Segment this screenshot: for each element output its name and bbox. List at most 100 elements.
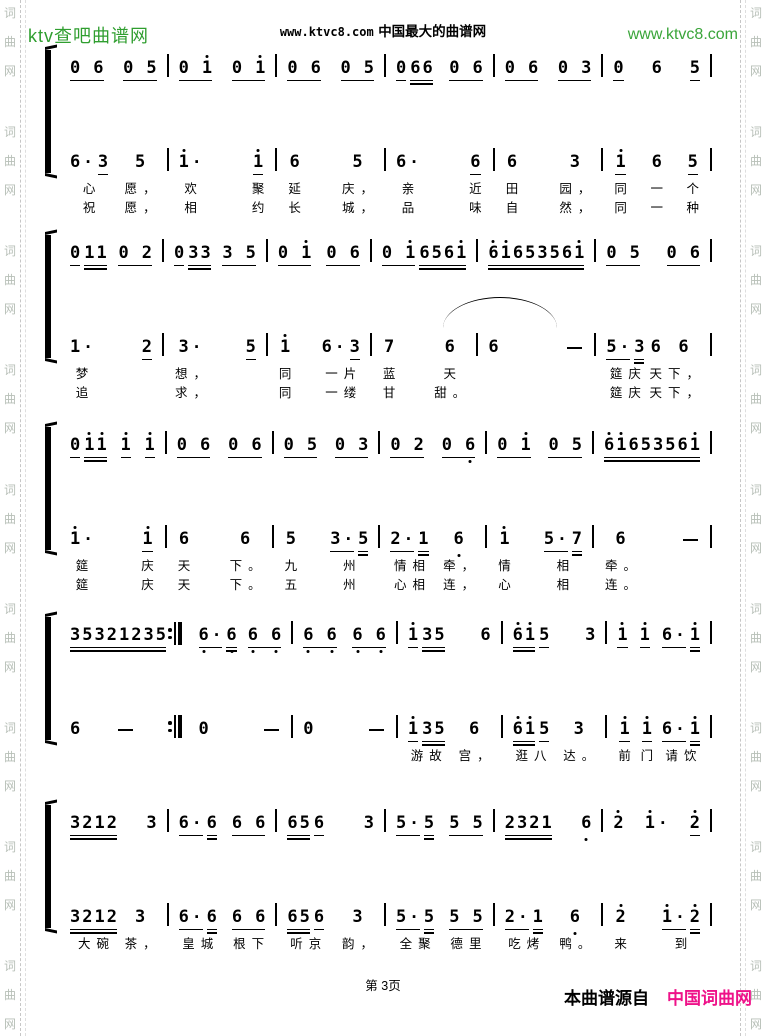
beam-underline	[231, 834, 266, 836]
beat-column: 1 同同	[611, 146, 630, 216]
barline	[164, 525, 167, 548]
note-digit: 1	[83, 432, 95, 455]
note-beat: 3	[144, 813, 158, 833]
beat-column: 6 宫，	[456, 713, 493, 764]
note-digit: 6	[661, 625, 673, 645]
high-octave-dot	[693, 716, 697, 719]
staff-gap	[371, 263, 478, 331]
lyric-syllable: 韵，	[341, 937, 374, 951]
note-beat: 6	[568, 907, 582, 935]
high-octave-dot	[693, 904, 697, 907]
beam-underline	[532, 932, 543, 934]
barline	[594, 333, 597, 356]
note-digit: 6	[689, 243, 700, 263]
note-beat: 3	[133, 907, 147, 927]
note-digit: 6	[225, 625, 237, 653]
repeat-dots	[168, 628, 172, 639]
lyric-syllable: 德里	[450, 937, 482, 951]
lyric-syllable: 情相	[393, 559, 425, 573]
beat-notes: 5	[244, 331, 258, 360]
note-beat: 6	[505, 152, 519, 172]
source-site-link[interactable]: 中国词曲网	[667, 989, 752, 1008]
augmentation-dot: ·	[403, 529, 414, 548]
beat-notes: 0	[197, 713, 211, 739]
right-url-link[interactable]: www.ktvc8.com	[627, 26, 738, 43]
beam-underline	[539, 740, 550, 742]
lyric-syllable: 天	[649, 367, 662, 381]
beam-underline	[390, 456, 424, 458]
staff-gap	[276, 833, 385, 901]
note-digit: 6	[178, 529, 190, 549]
note-group: 6	[288, 152, 300, 172]
note-digit: 3	[135, 907, 146, 927]
staff-gap	[502, 645, 607, 713]
lyric-syllable: 梦	[75, 367, 89, 381]
beam-underline	[178, 928, 203, 930]
note-beat: 5 · 3	[604, 337, 646, 364]
note-digit: 6	[444, 337, 455, 357]
measure: 0 6 0 5 6 · 3 心祝 5 愿，愿，	[59, 52, 169, 216]
measure: 6 · 6 6 6 0	[188, 619, 294, 764]
note-group: 5	[423, 907, 435, 934]
note-group: 1 ·	[69, 526, 95, 549]
beam-underline	[689, 646, 701, 648]
note-digit: 6	[650, 337, 661, 357]
note-group: 6	[239, 529, 251, 549]
tie-slur	[443, 297, 557, 328]
note-digit: 3	[569, 152, 580, 172]
beat-notes: 3	[133, 901, 147, 927]
staff-lower: 1 情心 5 · 7 相相	[486, 523, 593, 593]
note-digit: 2	[689, 810, 701, 833]
note-group: 6	[469, 152, 481, 175]
note-group	[680, 538, 701, 549]
measure: 1 1 6 · 1 1 前 1 门 6 · 1 请饮	[606, 619, 713, 764]
beat-column: 3 · 想， 求，	[172, 331, 209, 401]
measure: 0 6 0 6 6 天天 6 下。下。	[166, 429, 274, 593]
note-beat: 6	[238, 529, 252, 549]
staff-gap	[59, 78, 168, 146]
note-beat: 5	[133, 152, 147, 172]
beat-notes: 6	[467, 713, 481, 739]
note-beat: 6 · 3	[320, 337, 362, 360]
lyric-syllable: 一	[650, 201, 663, 215]
watermark-text: 词曲网	[749, 839, 762, 912]
lyric-syllable: 来	[614, 937, 627, 951]
beam-underline	[497, 456, 531, 458]
beam-underline	[178, 79, 213, 81]
note-digit: 2	[612, 810, 624, 833]
augmentation-dot: ·	[675, 719, 685, 738]
note-digit: 6	[313, 813, 325, 833]
staff-lower: 3 2 1 2 大碗 3 茶，	[59, 901, 168, 952]
duration-dash	[682, 538, 698, 541]
note-group: 6	[313, 813, 325, 836]
site-logo-link[interactable]: ktv查吧曲谱网	[28, 26, 150, 46]
note-beat: 6	[650, 58, 664, 78]
note-digit: 6	[200, 435, 211, 455]
note-group: 0	[198, 719, 210, 739]
staff-gap	[59, 455, 166, 523]
beat-notes: 6	[649, 331, 663, 357]
center-url[interactable]: www.ktvc8.com	[279, 25, 374, 39]
note-beat: 3	[583, 625, 597, 645]
beat-column: 3 园， 然，	[556, 146, 593, 216]
note-digit: 7	[571, 529, 582, 549]
beat-notes: 3 ·	[177, 331, 205, 357]
lyric-syllable: 鸭。	[559, 937, 591, 951]
note-group: 1	[498, 526, 510, 549]
beam-underline	[407, 740, 419, 742]
beam-underline	[539, 646, 550, 648]
watermark-text: 词曲网	[3, 482, 16, 555]
barline-thick	[178, 715, 182, 738]
note-group: 5	[423, 813, 435, 840]
